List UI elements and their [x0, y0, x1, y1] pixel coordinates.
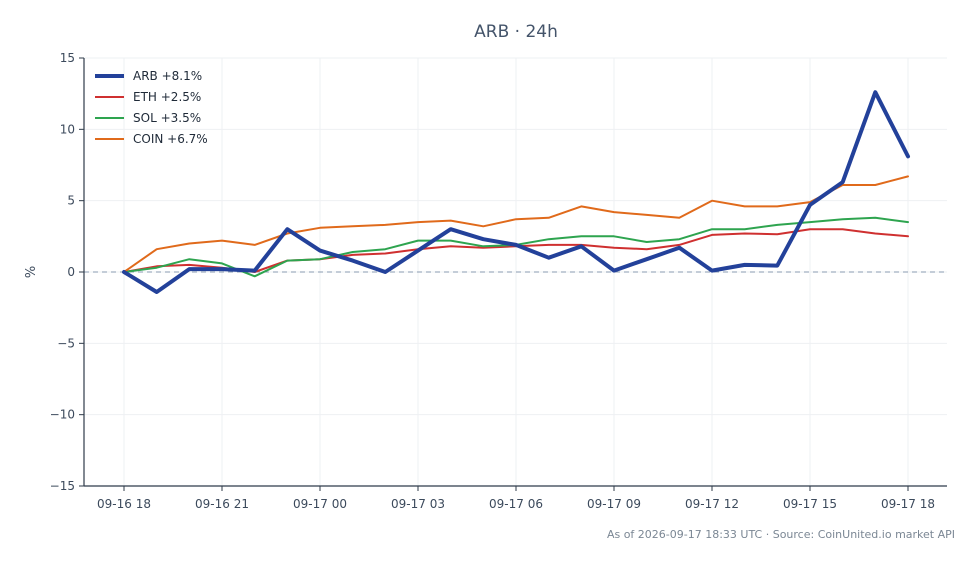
x-tick-label: 09-17 15: [783, 497, 837, 511]
legend-label-eth: ETH +2.5%: [133, 90, 201, 104]
x-tick-label: 09-17 03: [391, 497, 445, 511]
y-tick-label: 15: [60, 51, 75, 65]
y-tick-label: 5: [67, 194, 75, 208]
x-tick-label: 09-17 00: [293, 497, 347, 511]
legend-label-sol: SOL +3.5%: [133, 111, 201, 125]
series-lines: [122, 90, 910, 294]
legend-label-coin: COIN +6.7%: [133, 132, 208, 146]
x-axis-ticks: 09-16 18 09-16 21 09-17 00 09-17 03 09-17 06…: [97, 486, 935, 511]
y-tick-label: −10: [50, 408, 75, 422]
y-tick-label: 0: [67, 265, 75, 279]
legend-label-arb: ARB +8.1%: [133, 69, 202, 83]
y-axis-ticks: 15 10 5 0 −5 −10 −15: [50, 51, 84, 493]
series-line-arb: [122, 90, 910, 294]
x-tick-label: 09-17 09: [587, 497, 641, 511]
source-footer: As of 2026-09-17 18:33 UTC · Source: Coi…: [607, 528, 955, 541]
y-tick-label: −5: [57, 336, 75, 350]
x-tick-label: 09-16 21: [195, 497, 249, 511]
x-tick-label: 09-17 06: [489, 497, 543, 511]
x-tick-label: 09-17 18: [881, 497, 935, 511]
chart-title: ARB · 24h: [474, 22, 558, 42]
legend: ARB +8.1% ETH +2.5% SOL +3.5% COIN +6.7%: [95, 69, 208, 146]
y-tick-label: 10: [60, 122, 75, 136]
series-line-coin: [123, 175, 909, 273]
x-tick-label: 09-17 12: [685, 497, 739, 511]
y-axis-label: %: [24, 266, 39, 278]
x-tick-label: 09-16 18: [97, 497, 151, 511]
y-tick-label: −15: [50, 479, 75, 493]
